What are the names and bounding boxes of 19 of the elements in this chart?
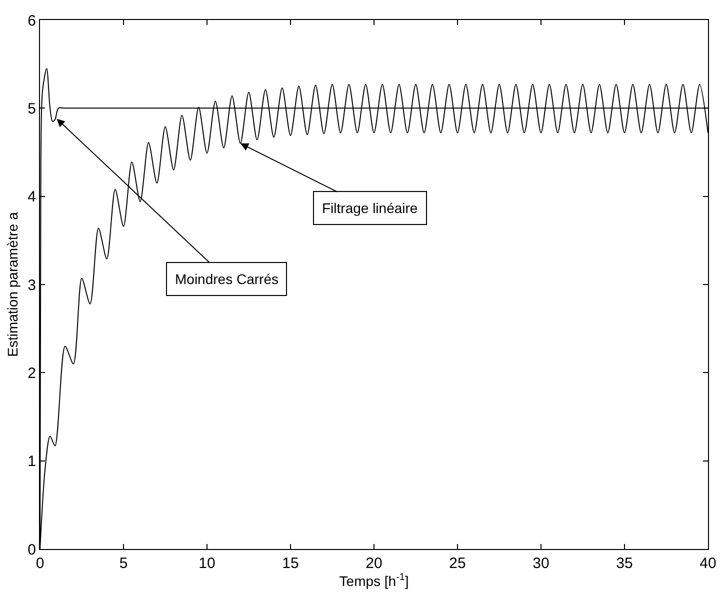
annotation: Filtrage linéaire: [322, 200, 418, 216]
x-tick-label: 25: [449, 555, 466, 572]
x-tick-label: 20: [366, 555, 382, 572]
y-tick-label: 0: [28, 541, 36, 558]
y-tick-label: 5: [28, 100, 36, 118]
x-tick-label: 15: [282, 555, 299, 572]
y-tick-label: 3: [28, 276, 36, 294]
y-tick-label: 6: [28, 12, 36, 30]
x-tick-label: 35: [616, 555, 633, 572]
y-axis-title: Estimation paramètre a: [4, 212, 20, 357]
x-tick-label: 40: [700, 555, 716, 572]
x-tick-label: 30: [532, 555, 550, 572]
x-tick-label: 5: [119, 555, 128, 572]
x-tick-label: 10: [198, 555, 216, 572]
x-axis-title: Temps [h$^{-1}$]: [339, 572, 409, 589]
y-tick-label: 1: [28, 453, 36, 470]
annotation: Moindres Carrés: [175, 271, 278, 287]
y-tick-label: 4: [28, 188, 36, 206]
y-tick-label: 2: [28, 364, 36, 382]
